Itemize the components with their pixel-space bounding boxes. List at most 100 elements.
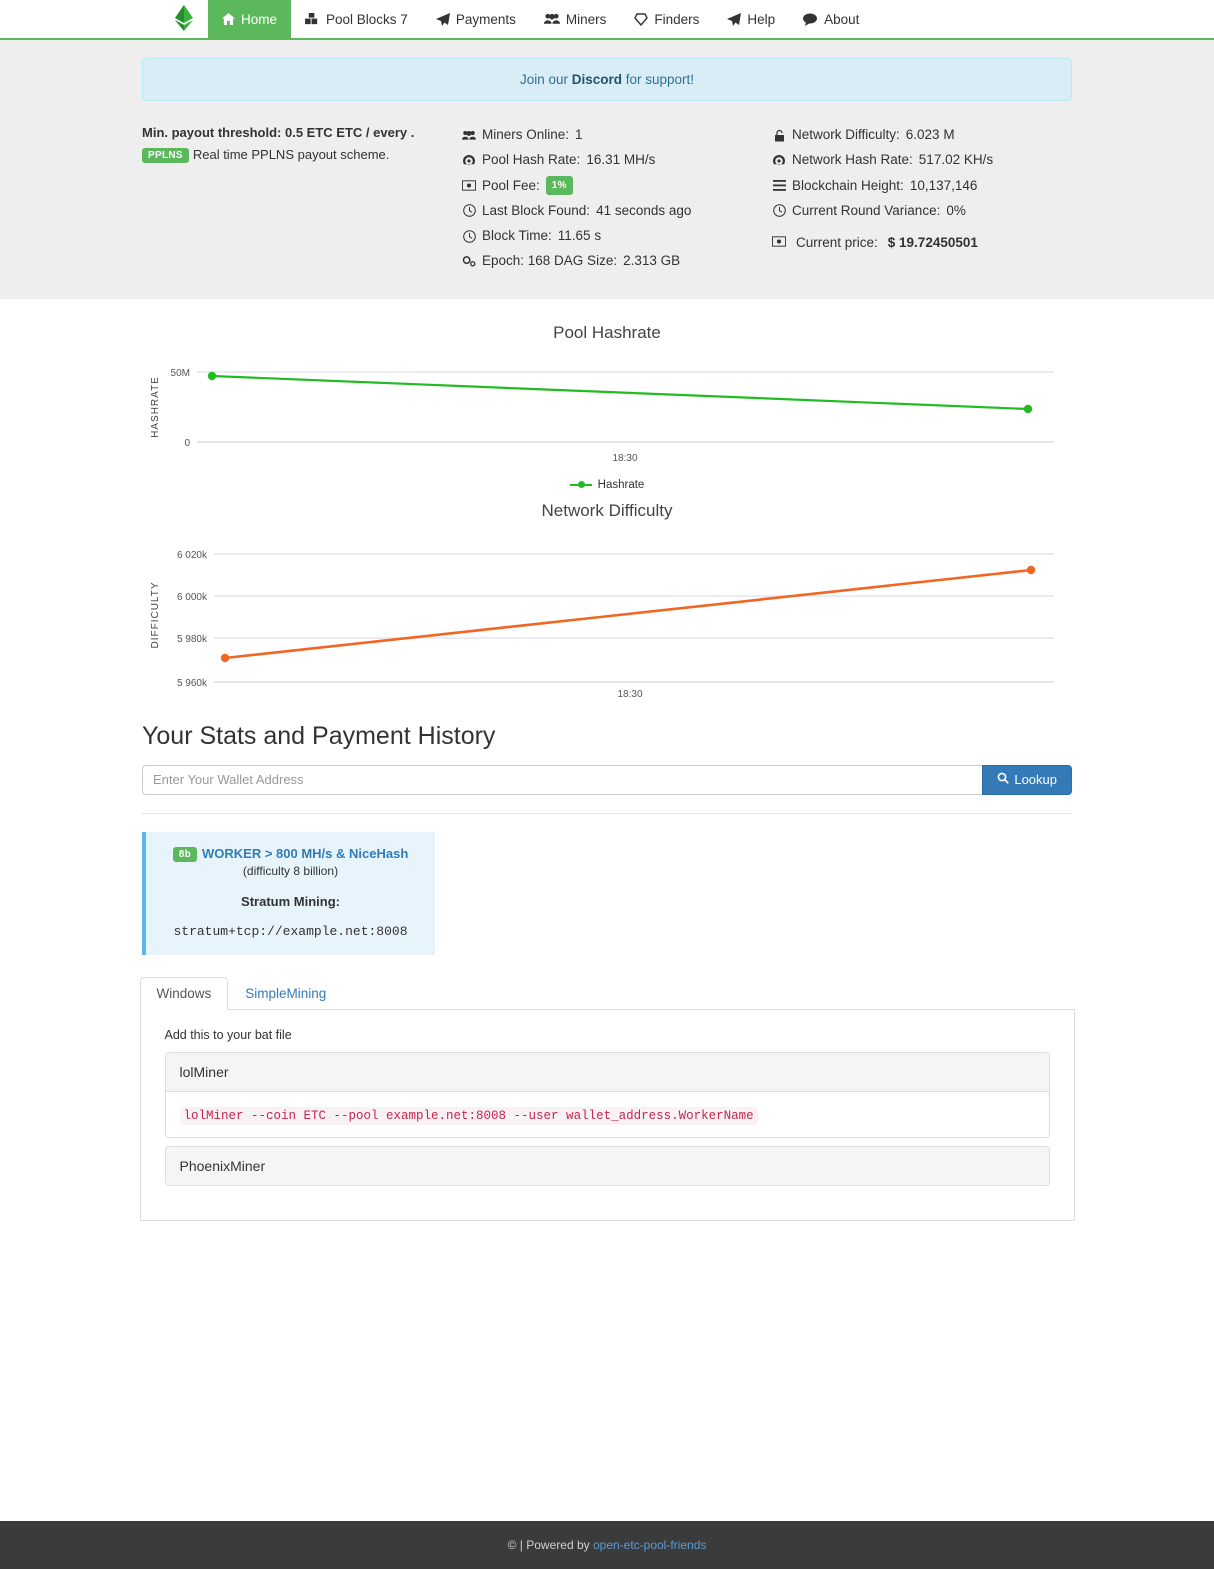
stat-value: 517.02 KH/s xyxy=(918,152,994,168)
x-tick-label: 18:30 xyxy=(612,453,637,464)
price-label: Current price: xyxy=(796,235,878,250)
y-axis-title: DIFFICULTY xyxy=(150,581,161,648)
nav-label: About xyxy=(824,11,860,27)
lolminer-command[interactable]: lolMiner --coin ETC --pool example.net:8… xyxy=(179,1106,758,1125)
discord-alert: Join our Discord for support! xyxy=(142,58,1072,101)
clock-icon xyxy=(772,204,786,218)
worker-info-panel: 8b WORKER > 800 MH/s & NiceHash (difficul… xyxy=(142,831,435,955)
nav-item-payments[interactable]: Payments xyxy=(422,0,530,38)
cubes-icon xyxy=(305,12,320,26)
worker-panel-subtitle: (difficulty 8 billion) xyxy=(242,863,339,878)
nav-item-about[interactable]: About xyxy=(789,0,873,38)
nav-label: Miners xyxy=(565,11,607,27)
charts-section: Pool Hashrate 50M 0 HASHRATE 18:30 Hashr… xyxy=(0,299,1214,700)
y-tick-label: 5 960k xyxy=(177,678,208,689)
stat-label: Block Time: xyxy=(482,228,552,243)
worker-panel-title: WORKER > 800 MH/s & NiceHash xyxy=(202,845,409,861)
nav-label: Help xyxy=(747,11,776,27)
nav-label: Finders xyxy=(654,11,700,27)
lookup-section: Your Stats and Payment History Lookup 8b… xyxy=(142,722,1072,955)
footer-link[interactable]: open-etc-pool-friends xyxy=(592,1537,707,1552)
comment-icon xyxy=(803,13,818,26)
page-title: Your Stats and Payment History xyxy=(142,721,496,750)
stat-current-price: Current price: $ 19.72450501 xyxy=(772,235,1062,250)
nav-item-home[interactable]: Home xyxy=(208,0,292,38)
wallet-address-input[interactable] xyxy=(142,764,983,795)
nav-items: Home Pool Blocks 7 Payments xyxy=(208,0,873,38)
x-tick-label: 18:30 xyxy=(617,689,642,700)
worker-panel-title-row: 8b WORKER > 800 MH/s & NiceHash xyxy=(160,846,421,862)
stat-label: Network Hash Rate: xyxy=(792,152,913,168)
data-point xyxy=(220,653,230,662)
nav-item-help[interactable]: Help xyxy=(713,0,789,38)
legend-label: Hashrate xyxy=(597,478,645,491)
clock-icon xyxy=(462,229,476,243)
pplns-badge: PPLNS xyxy=(142,148,189,164)
stat-value: 41 seconds ago xyxy=(596,202,692,218)
accordion-item-lolminer: lolMiner lolMiner --coin ETC --pool exam… xyxy=(164,1051,1050,1138)
network-stats-column: Network Difficulty: 6.023 M Network Hash… xyxy=(772,125,1072,277)
tachometer-icon xyxy=(462,154,476,166)
data-point xyxy=(1023,404,1033,413)
bat-file-label: Add this to your bat file xyxy=(164,1027,292,1042)
stat-label: Network Difficulty: xyxy=(792,127,900,142)
search-icon xyxy=(997,772,1010,787)
paper-plane-icon xyxy=(435,12,450,26)
tab-bar: Windows SimpleMining xyxy=(139,976,1075,1010)
stat-label: Miners Online: xyxy=(482,127,570,142)
stat-label: Pool Hash Rate: xyxy=(482,152,581,168)
chart-title-hashrate: Pool Hashrate xyxy=(553,322,661,342)
footer-copyright: © | Powered by xyxy=(507,1537,593,1552)
stat-label: Epoch: 168 DAG Size: xyxy=(482,253,618,269)
stat-last-block-found: Last Block Found: 41 seconds ago xyxy=(462,201,762,221)
clock-icon xyxy=(462,204,476,218)
chart-network-difficulty: 6 020k 6 000k 5 980k 5 960k DIFFICULTY 1… xyxy=(142,525,1072,700)
nav-item-miners[interactable]: Miners xyxy=(530,0,621,38)
tab-windows[interactable]: Windows xyxy=(139,976,229,1010)
tab-simplemining[interactable]: SimpleMining xyxy=(245,985,327,1001)
stat-pool-hash-rate: Pool Hash Rate: 16.31 MH/s xyxy=(462,150,762,170)
stats-jumbotron: Join our Discord for support! Min. payou… xyxy=(0,40,1214,299)
lookup-button[interactable]: Lookup xyxy=(982,764,1072,795)
stat-value: 0% xyxy=(946,202,966,218)
stratum-url[interactable]: stratum+tcp://example.net:8008 xyxy=(173,923,408,939)
price-value: $ 19.72450501 xyxy=(887,235,978,250)
accordion-header-lolminer[interactable]: lolMiner xyxy=(165,1052,1049,1091)
bars-icon xyxy=(772,180,786,191)
brand-logo[interactable] xyxy=(160,0,208,38)
nav-label: Payments xyxy=(455,11,516,27)
lock-icon xyxy=(772,129,786,142)
lookup-button-label: Lookup xyxy=(1014,772,1057,787)
navbar: Home Pool Blocks 7 Payments xyxy=(0,0,1214,40)
money-icon xyxy=(772,235,786,250)
stat-pool-fee: Pool Fee: 1% xyxy=(462,176,762,196)
discord-link[interactable]: Discord xyxy=(571,72,622,87)
stat-value: 1 xyxy=(575,127,583,142)
stat-label: Pool Fee: xyxy=(482,177,540,193)
payout-threshold: Min. payout threshold: 0.5 ETC ETC / eve… xyxy=(142,125,415,140)
data-point xyxy=(207,371,217,380)
alert-suffix: for support! xyxy=(622,72,695,87)
y-tick-label: 0 xyxy=(184,438,190,449)
stat-block-time: Block Time: 11.65 s xyxy=(462,226,762,246)
data-point xyxy=(1026,565,1036,574)
stat-value: 2.313 GB xyxy=(623,253,681,269)
stat-value: 10,137,146 xyxy=(909,177,978,193)
stat-label: Current Round Variance: xyxy=(792,202,941,218)
stat-label: Blockchain Height: xyxy=(792,177,904,193)
pplns-row: PPLNS Real time PPLNS payout scheme. xyxy=(142,147,452,164)
money-icon xyxy=(462,180,476,191)
alert-prefix: Join our xyxy=(519,72,572,87)
home-icon xyxy=(222,13,235,25)
tachometer-icon xyxy=(772,154,786,166)
stat-current-round-variance: Current Round Variance: 0% xyxy=(772,201,1062,221)
stats-row: Min. payout threshold: 0.5 ETC ETC / eve… xyxy=(142,125,1072,277)
footer: © | Powered by open-etc-pool-friends xyxy=(0,1520,1214,1569)
accordion-body-lolminer: lolMiner --coin ETC --pool example.net:8… xyxy=(165,1090,1049,1137)
stat-label: Last Block Found: xyxy=(482,202,591,218)
accordion-header-phoenixminer[interactable]: PhoenixMiner xyxy=(165,1146,1049,1185)
y-tick-label: 6 000k xyxy=(177,592,208,603)
nav-item-pool-blocks[interactable]: Pool Blocks 7 xyxy=(291,0,422,38)
divider xyxy=(142,812,1072,814)
nav-item-finders[interactable]: Finders xyxy=(620,0,713,38)
